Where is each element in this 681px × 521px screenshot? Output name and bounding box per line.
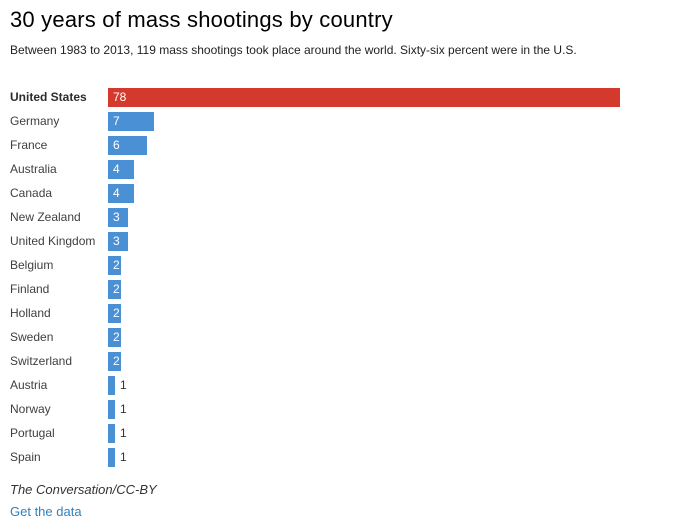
bar-track: 3 [108, 229, 681, 253]
chart-row: Austria 1 [10, 373, 681, 397]
bar [108, 447, 115, 467]
value-label: 1 [120, 402, 127, 416]
category-label: Spain [10, 450, 41, 464]
chart-title: 30 years of mass shootings by country [10, 7, 393, 32]
bar-track: 7 [108, 109, 681, 133]
bar [108, 423, 115, 443]
category-label: Austria [10, 378, 48, 392]
bar-track: 4 [108, 157, 681, 181]
bar-track: 2 [108, 253, 681, 277]
value-label: 2 [113, 281, 120, 296]
category-label: United States [10, 90, 87, 104]
chart-row: France 6 [10, 133, 681, 157]
value-label: 6 [113, 137, 120, 152]
value-label: 7 [113, 113, 120, 128]
bar: 2 [108, 279, 121, 299]
category-label: Germany [10, 114, 60, 128]
bar: 2 [108, 255, 121, 275]
category-label: Norway [10, 402, 51, 416]
bar: 3 [108, 207, 128, 227]
value-label: 1 [120, 450, 127, 464]
chart-row: New Zealand 3 [10, 205, 681, 229]
bar: 2 [108, 303, 121, 323]
category-label: Finland [10, 282, 50, 296]
value-label: 2 [113, 257, 120, 272]
bar: 7 [108, 111, 154, 131]
value-label: 4 [113, 161, 120, 176]
value-label: 3 [113, 233, 120, 248]
category-label: Holland [10, 306, 51, 320]
bar-track: 1 [108, 421, 681, 445]
value-label: 2 [113, 305, 120, 320]
value-label: 2 [113, 353, 120, 368]
chart-row: Switzerland 2 [10, 349, 681, 373]
bar-track: 1 [108, 397, 681, 421]
category-label: Switzerland [10, 354, 73, 368]
value-label: 3 [113, 209, 120, 224]
category-label: Sweden [10, 330, 54, 344]
value-label: 1 [120, 426, 127, 440]
chart-row: Australia 4 [10, 157, 681, 181]
bar-track: 2 [108, 325, 681, 349]
category-label: Belgium [10, 258, 54, 272]
bar-chart: United States 78 Germany 7 France 6 Australia 4… [10, 85, 681, 469]
chart-row: Portugal 1 [10, 421, 681, 445]
bar-track: 1 [108, 445, 681, 469]
bar-track: 1 [108, 373, 681, 397]
category-label: Portugal [10, 426, 55, 440]
chart-row: Finland 2 [10, 277, 681, 301]
value-label: 1 [120, 378, 127, 392]
chart-row: Germany 7 [10, 109, 681, 133]
chart-row: Holland 2 [10, 301, 681, 325]
bar: 4 [108, 159, 134, 179]
bar-track: 2 [108, 301, 681, 325]
chart-row: United Kingdom 3 [10, 229, 681, 253]
value-label: 78 [113, 89, 127, 104]
category-label: France [10, 138, 48, 152]
chart-footer: The Conversation/CC-BY Get the data [10, 482, 681, 521]
bar-track: 78 [108, 85, 681, 109]
bar-track: 2 [108, 277, 681, 301]
category-label: New Zealand [10, 210, 81, 224]
category-label: Australia [10, 162, 57, 176]
chart-row: Sweden 2 [10, 325, 681, 349]
bar-track: 6 [108, 133, 681, 157]
get-the-data-link[interactable]: Get the data [10, 504, 82, 519]
bar: 4 [108, 183, 134, 203]
bar [108, 399, 115, 419]
chart-row: United States 78 [10, 85, 681, 109]
value-label: 2 [113, 329, 120, 344]
chart-row: Belgium 2 [10, 253, 681, 277]
bar: 2 [108, 327, 121, 347]
chart-subtitle: Between 1983 to 2013, 119 mass shootings… [10, 43, 577, 57]
credit-text: The Conversation/CC-BY [10, 482, 157, 497]
bar-track: 2 [108, 349, 681, 373]
value-label: 4 [113, 185, 120, 200]
bar: 3 [108, 231, 128, 251]
chart-row: Norway 1 [10, 397, 681, 421]
chart-row: Spain 1 [10, 445, 681, 469]
category-label: United Kingdom [10, 234, 96, 248]
bar: 6 [108, 135, 147, 155]
bar-track: 4 [108, 181, 681, 205]
bar-track: 3 [108, 205, 681, 229]
category-label: Canada [10, 186, 53, 200]
bar [108, 375, 115, 395]
bar-highlight: 78 [108, 87, 620, 107]
chart-row: Canada 4 [10, 181, 681, 205]
bar: 2 [108, 351, 121, 371]
